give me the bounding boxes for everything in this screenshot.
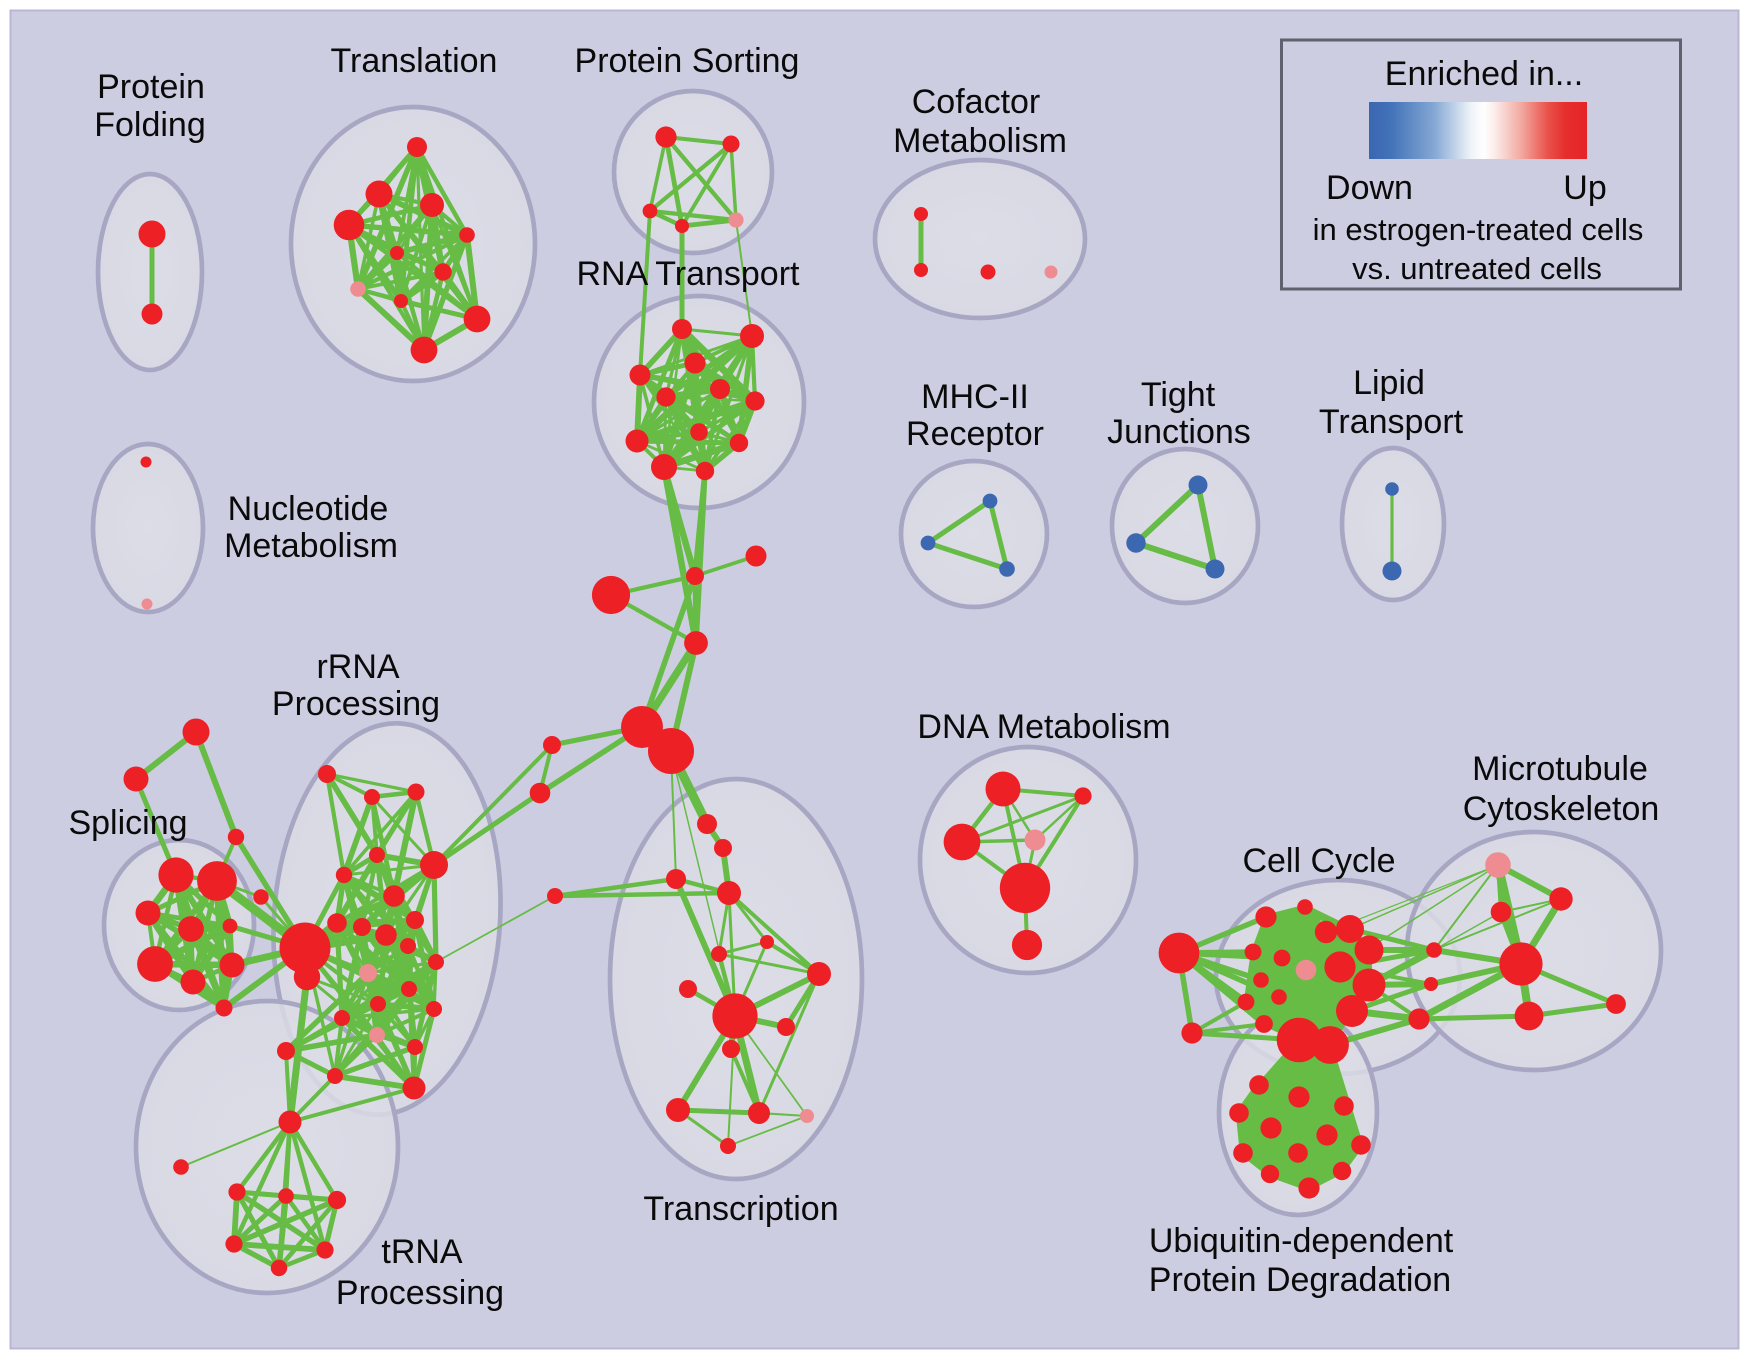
svg-text:Metabolism: Metabolism — [224, 527, 398, 565]
svg-text:Metabolism: Metabolism — [893, 122, 1067, 160]
svg-text:Splicing: Splicing — [68, 804, 187, 842]
svg-text:Receptor: Receptor — [906, 415, 1044, 453]
svg-text:Enriched in...: Enriched in... — [1385, 55, 1583, 93]
svg-text:Up: Up — [1563, 169, 1606, 207]
svg-text:Translation: Translation — [331, 42, 498, 80]
svg-text:Cytoskeleton: Cytoskeleton — [1463, 790, 1660, 828]
svg-text:rRNA: rRNA — [316, 648, 399, 686]
svg-text:Junctions: Junctions — [1107, 413, 1251, 451]
svg-text:Processing: Processing — [272, 685, 440, 723]
svg-text:tRNA: tRNA — [381, 1233, 463, 1271]
svg-text:RNA Transport: RNA Transport — [577, 255, 801, 293]
svg-text:Transcription: Transcription — [643, 1190, 838, 1228]
svg-text:Lipid: Lipid — [1353, 364, 1425, 402]
svg-text:Protein Sorting: Protein Sorting — [575, 42, 800, 80]
svg-text:Cofactor: Cofactor — [912, 83, 1041, 121]
svg-text:DNA Metabolism: DNA Metabolism — [917, 708, 1170, 746]
svg-text:Down: Down — [1326, 169, 1413, 207]
svg-text:Cell Cycle: Cell Cycle — [1242, 842, 1395, 880]
svg-text:in estrogen-treated cells: in estrogen-treated cells — [1313, 212, 1644, 247]
svg-text:Protein Degradation: Protein Degradation — [1149, 1261, 1451, 1299]
svg-text:Folding: Folding — [94, 106, 206, 144]
svg-text:Transport: Transport — [1319, 403, 1464, 441]
svg-text:Ubiquitin-dependent: Ubiquitin-dependent — [1149, 1222, 1454, 1260]
svg-text:Nucleotide: Nucleotide — [228, 490, 389, 528]
svg-text:Processing: Processing — [336, 1274, 504, 1312]
svg-text:MHC-II: MHC-II — [921, 378, 1029, 416]
svg-text:Protein: Protein — [97, 68, 205, 106]
svg-text:Tight: Tight — [1141, 376, 1216, 414]
svg-text:Microtubule: Microtubule — [1472, 750, 1648, 788]
svg-text:vs. untreated cells: vs. untreated cells — [1352, 251, 1602, 286]
